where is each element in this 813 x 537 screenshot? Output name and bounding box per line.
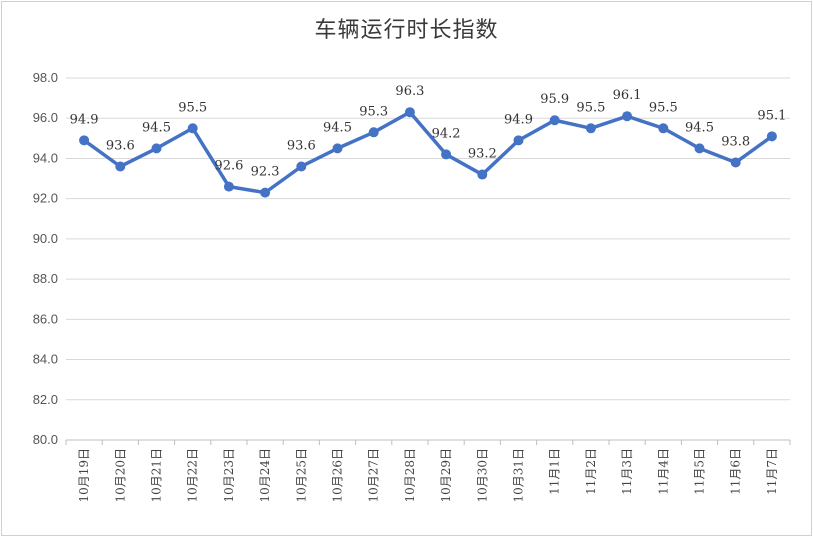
x-tick-label: 11月4日	[656, 448, 670, 495]
data-label: 95.9	[540, 92, 569, 107]
y-tick-label: 94.0	[33, 150, 58, 165]
x-tick-label: 11月2日	[584, 448, 598, 495]
x-tick-label: 11月7日	[765, 448, 779, 495]
data-label: 94.9	[504, 112, 533, 127]
x-tick-label: 10月29日	[439, 448, 453, 503]
y-tick-label: 86.0	[33, 311, 58, 326]
data-point	[658, 123, 669, 134]
data-point	[115, 161, 126, 172]
data-point	[477, 169, 488, 180]
data-label: 94.5	[323, 120, 352, 135]
y-tick-label: 90.0	[33, 231, 58, 246]
data-point	[404, 107, 415, 118]
x-tick-label: 10月20日	[113, 448, 127, 503]
data-label: 95.1	[757, 108, 786, 123]
y-tick-label: 92.0	[33, 191, 58, 206]
y-tick-label: 80.0	[33, 432, 58, 447]
data-point	[151, 143, 162, 154]
data-point	[223, 181, 234, 192]
data-label: 92.6	[214, 159, 243, 174]
x-tick-label: 10月19日	[77, 448, 91, 503]
x-tick-label: 10月21日	[150, 448, 164, 503]
series-line	[82, 110, 774, 195]
x-tick-label: 10月25日	[294, 448, 308, 503]
chart-title: 车辆运行时长指数	[314, 18, 499, 43]
x-tick-label: 10月28日	[403, 448, 417, 503]
x-tick-label: 11月6日	[729, 448, 743, 495]
x-tick-label: 10月26日	[331, 448, 345, 503]
data-point	[441, 149, 452, 160]
data-point	[296, 161, 307, 172]
data-label: 95.3	[359, 104, 388, 119]
data-point	[368, 127, 379, 138]
x-tick-label: 10月27日	[367, 448, 381, 503]
data-label: 95.5	[576, 100, 605, 115]
data-point	[513, 135, 524, 146]
data-point	[694, 143, 705, 154]
x-tick-label: 10月31日	[512, 448, 526, 503]
data-label: 96.1	[613, 88, 642, 103]
data-point	[187, 123, 198, 134]
data-label: 95.5	[649, 100, 678, 115]
x-tick-label: 10月24日	[258, 448, 272, 503]
data-label: 93.8	[721, 134, 750, 149]
data-point	[260, 187, 271, 198]
x-tick-label: 11月1日	[548, 448, 562, 495]
data-label: 96.3	[395, 84, 424, 99]
y-tick-label: 98.0	[33, 70, 58, 85]
data-label: 94.9	[70, 112, 99, 127]
x-tick-label: 11月5日	[693, 448, 707, 495]
data-point	[549, 115, 560, 126]
data-label: 92.3	[251, 165, 280, 180]
data-point	[622, 111, 633, 122]
data-label: 93.6	[287, 138, 316, 153]
data-label: 93.6	[106, 138, 135, 153]
data-point	[766, 131, 777, 142]
x-tick-label: 10月22日	[186, 448, 200, 503]
x-tick-label: 11月3日	[620, 448, 634, 495]
x-tick-label: 10月30日	[475, 448, 489, 503]
data-point	[332, 143, 343, 154]
y-tick-label: 84.0	[33, 352, 58, 367]
data-label: 94.5	[685, 120, 714, 135]
y-tick-label: 88.0	[33, 271, 58, 286]
data-label: 94.5	[142, 120, 171, 135]
y-tick-label: 82.0	[33, 392, 58, 407]
data-point	[730, 157, 741, 168]
x-tick-label: 10月23日	[222, 448, 236, 503]
y-tick-label: 96.0	[33, 110, 58, 125]
data-point	[585, 123, 596, 134]
data-label: 93.2	[468, 147, 497, 162]
data-label: 95.5	[178, 100, 207, 115]
data-point	[79, 135, 90, 146]
data-label: 94.2	[432, 126, 461, 141]
